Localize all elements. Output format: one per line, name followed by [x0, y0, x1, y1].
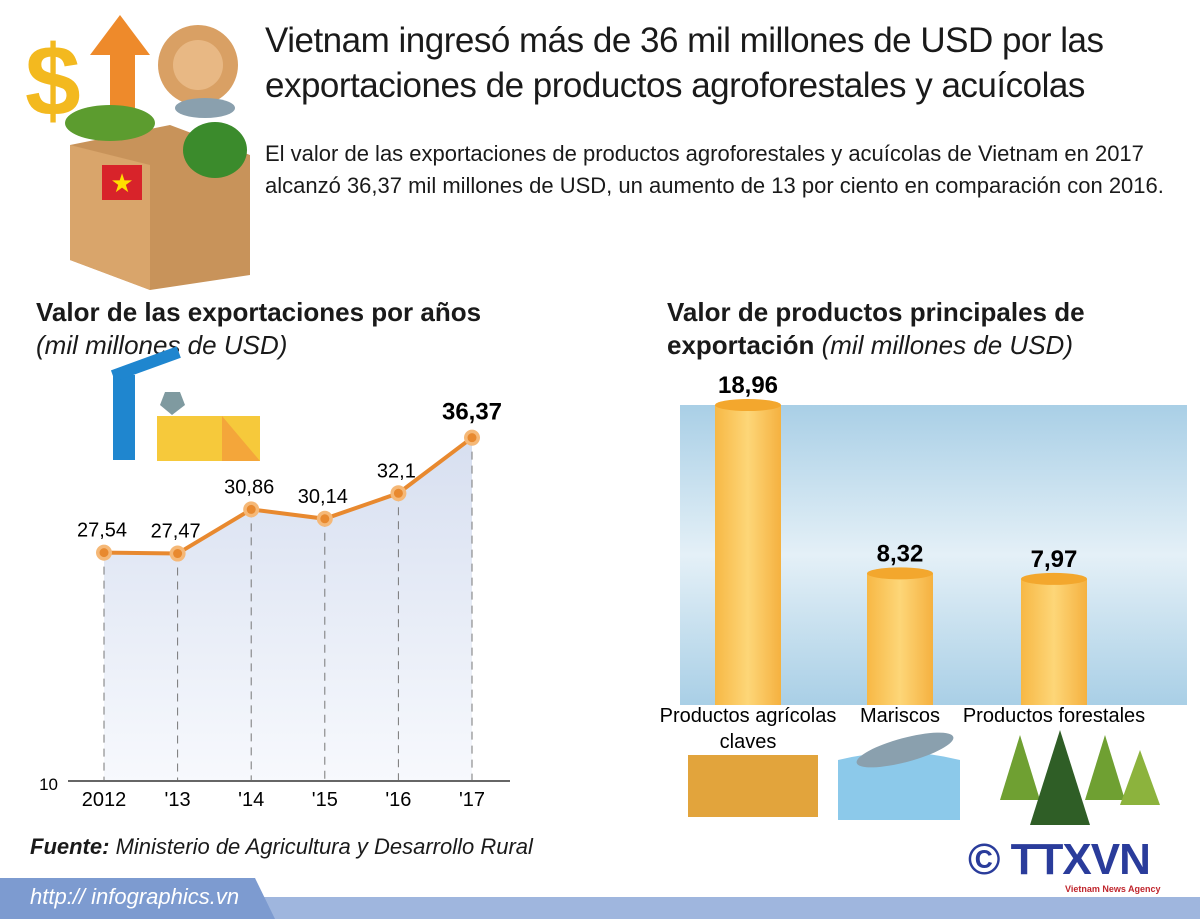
logo-text: TTXVN — [1010, 835, 1151, 884]
crane-icon — [110, 346, 260, 461]
x-tick-label: '15 — [312, 789, 338, 811]
footer-bar — [0, 897, 1200, 919]
forest-icon — [1000, 730, 1160, 825]
x-tick-label: '13 — [165, 789, 191, 811]
source-label: Fuente: — [30, 834, 110, 859]
bar-top — [1021, 572, 1087, 585]
bar-chart-title-text: Valor de productos principales de — [667, 297, 1085, 327]
line-area — [104, 437, 472, 781]
y-baseline-label: 10 — [39, 775, 58, 794]
bar-value-label: 7,97 — [1031, 546, 1078, 573]
intro-text: El valor de las exportaciones de product… — [265, 141, 1164, 198]
bar-chart-subtitle: (mil millones de USD) — [821, 330, 1073, 360]
data-label: 27,54 — [77, 520, 127, 542]
series-line — [103, 436, 474, 556]
source-text: Ministerio de Agricultura y Desarrollo R… — [115, 834, 533, 859]
bar — [715, 405, 781, 705]
data-point — [173, 549, 183, 559]
bar-value-label: 8,32 — [877, 540, 924, 567]
data-point — [99, 548, 109, 558]
wheat-icon — [688, 755, 818, 817]
x-tick-label: 2012 — [82, 789, 127, 811]
bar-value-label: 18,96 — [718, 372, 778, 399]
page-title: Vietnam ingresó más de 36 mil millones d… — [265, 21, 1104, 105]
data-label: 27,47 — [151, 521, 201, 543]
source: Fuente: Ministerio de Agricultura y Desa… — [30, 834, 533, 860]
data-label: 36,37 — [442, 399, 502, 426]
copyright-icon: © — [968, 835, 1000, 884]
bar-top — [715, 399, 781, 412]
line-chart-title-text: Valor de las exportaciones por años — [36, 297, 482, 327]
bar — [867, 573, 933, 705]
bar — [1021, 578, 1087, 705]
x-tick-label: '17 — [459, 789, 485, 811]
agency-name: Vietnam News Agency — [1065, 884, 1161, 894]
data-label: 30,86 — [224, 476, 274, 498]
bar-chart-title: Valor de productos principales de export… — [667, 296, 1085, 362]
data-point — [320, 514, 330, 524]
fish-icon — [838, 732, 960, 820]
footer-tab — [0, 878, 275, 919]
x-tick-label: '14 — [238, 789, 264, 811]
bar-chart-title-text2: exportación — [667, 330, 815, 360]
export-box-illustration: ★ $ — [25, 15, 250, 290]
bar-top — [867, 567, 933, 580]
data-point — [246, 504, 256, 514]
bar-category-label: Productos forestales — [963, 705, 1145, 727]
bar-category-label: Mariscos — [860, 705, 940, 727]
bar-category-label: Productos agrícolas claves — [660, 705, 837, 753]
data-label: 30,14 — [298, 486, 348, 508]
svg-text:★: ★ — [110, 168, 133, 198]
data-point — [467, 433, 477, 443]
ttxvn-logo: © TTXVN — [968, 835, 1151, 884]
data-point — [393, 488, 403, 498]
x-tick-label: '16 — [385, 789, 411, 811]
data-label: 32,1 — [377, 460, 416, 482]
website-link[interactable]: http:// infographics.vn — [30, 884, 240, 909]
